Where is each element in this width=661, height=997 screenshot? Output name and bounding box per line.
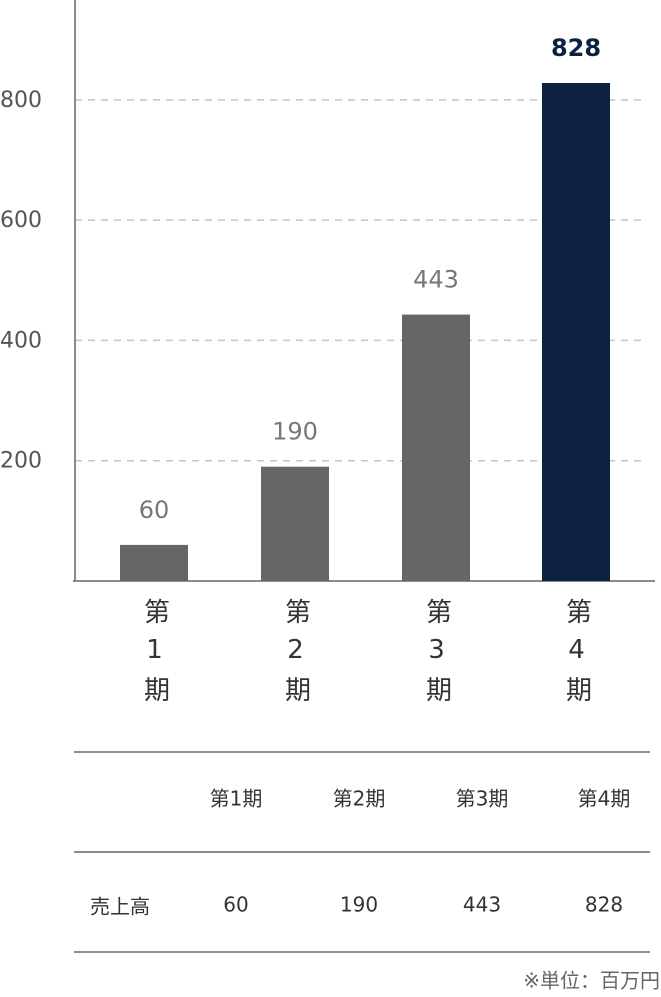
x-tick-label: 第3期 xyxy=(422,598,452,713)
table-header: 第3期 xyxy=(456,787,509,811)
value-label: 190 xyxy=(272,418,318,446)
table-cell: 60 xyxy=(223,893,248,917)
table-header: 第1期 xyxy=(210,787,263,811)
value-label: 60 xyxy=(139,496,170,524)
table-cell: 190 xyxy=(340,893,378,917)
x-tick-label: 第1期 xyxy=(140,598,170,713)
y-tick-label: 200 xyxy=(0,449,42,474)
table-header: 第4期 xyxy=(578,787,631,811)
row-label: 売上高 xyxy=(90,895,150,919)
value-label: 443 xyxy=(413,266,459,294)
bar xyxy=(402,314,470,581)
y-tick-label: 600 xyxy=(0,208,42,233)
table-cell: 443 xyxy=(463,893,501,917)
bar xyxy=(120,544,188,581)
y-tick-label: 800 xyxy=(0,88,42,113)
unit-note: ※単位：百万円 xyxy=(523,969,660,993)
bar xyxy=(261,466,329,581)
bar xyxy=(542,83,610,581)
table-header: 第2期 xyxy=(333,787,386,811)
value-label: 828 xyxy=(551,34,601,62)
x-tick-label: 第2期 xyxy=(281,598,311,713)
x-tick-label: 第4期 xyxy=(562,598,592,713)
y-tick-label: 400 xyxy=(0,328,42,353)
table-cell: 828 xyxy=(585,893,623,917)
